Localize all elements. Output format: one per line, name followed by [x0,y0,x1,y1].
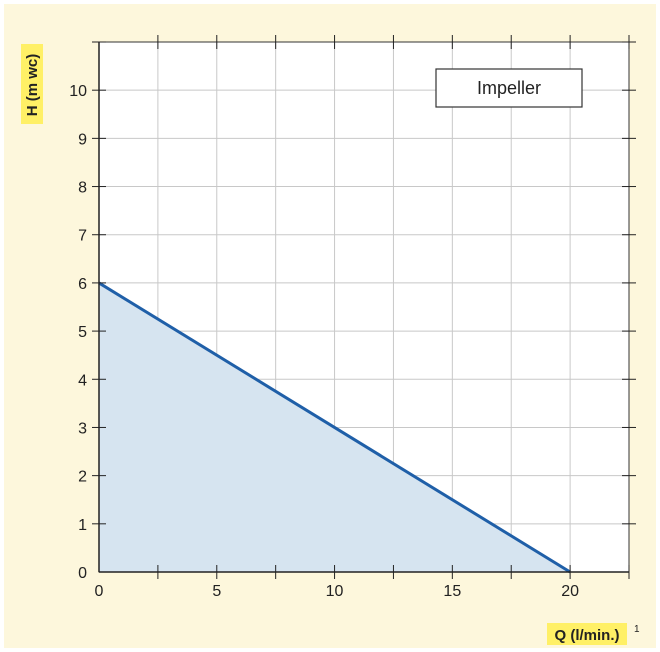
x-axis-label-text: Q (l/min.) [555,627,620,644]
y-tick-label: 9 [78,131,87,148]
x-axis-label-highlight [547,623,627,645]
y-tick-label: 1 [78,517,87,534]
x-tick-label: 0 [95,583,104,600]
y-axis-label: H (m wc) [21,44,43,124]
axes [92,35,636,579]
y-axis-ticks: 0 1 2 3 4 5 6 7 8 9 10 [69,83,87,582]
y-tick-label: 7 [78,228,87,245]
legend-label: Impeller [477,78,541,98]
x-tick-label: 15 [443,583,461,600]
y-tick-label: 5 [78,324,87,341]
y-axis-label-highlight [21,44,43,124]
y-tick-label: 3 [78,420,87,437]
x-axis-ticks: 0 5 10 15 20 [95,583,580,600]
y-tick-label: 4 [78,372,87,389]
x-axis-label-footnote: 1 [634,624,640,635]
x-tick-label: 5 [212,583,221,600]
y-axis-label-text: H (m wc) [24,54,41,117]
series-line-impeller [98,281,571,574]
y-tick-label: 8 [78,180,87,197]
x-tick-label: 20 [561,583,579,600]
legend: Impeller [435,68,583,108]
y-tick-label: 6 [78,276,87,293]
y-tick-label: 0 [78,565,87,582]
legend-box [435,68,583,108]
y-tick-label: 2 [78,469,87,486]
x-axis-label: Q (l/min.) 1 [547,623,640,645]
x-tick-label: 10 [326,583,344,600]
chart-panel: 0 5 10 15 20 0 1 2 3 4 5 6 7 8 9 10 Impeller H (m wc) … [4,4,656,648]
y-tick-label: 10 [69,83,87,100]
